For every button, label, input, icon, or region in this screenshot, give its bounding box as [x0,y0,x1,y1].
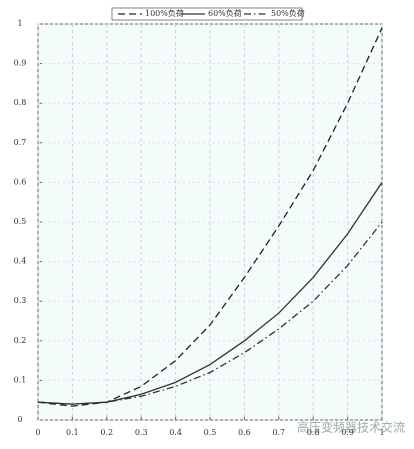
x-tick-label: 0.2 [100,428,113,437]
legend-box [111,7,303,21]
y-tick-label: 0.6 [14,177,27,186]
legend-label: 60%负荷 [208,8,242,18]
x-tick-label: 0.9 [341,428,354,437]
y-tick-label: 1 [17,19,22,28]
x-tick-label: 0.8 [307,428,320,437]
series-line [37,221,383,405]
watermark: 高压变频器技术交流 [297,420,405,435]
y-tick-label: 0.3 [14,296,27,305]
y-tick-label: 0.1 [14,375,27,384]
x-tick-label: 0.5 [204,428,217,437]
y-tick-label: 0.9 [14,59,27,68]
x-tick-label: 0.4 [169,428,182,437]
y-tick-label: 0 [17,415,22,424]
x-tick-label: 0.3 [135,428,148,437]
y-tick-label: 0.5 [14,217,27,226]
x-tick-label: 0.6 [238,428,251,437]
x-tick-label: 0.1 [66,428,79,437]
legend-label: 50%负荷 [271,8,305,18]
y-tick-label: 0.4 [14,257,27,266]
y-tick-label: 0.7 [14,138,27,147]
x-tick-label: 0 [35,428,40,437]
y-tick-label: 0.2 [14,336,27,345]
legend-label: 100%负荷 [145,8,184,18]
x-tick-label: 1 [379,428,384,437]
y-tick-label: 0.8 [14,98,27,107]
x-tick-label: 0.7 [272,428,285,437]
series-line [37,182,383,405]
series-line [37,27,383,407]
